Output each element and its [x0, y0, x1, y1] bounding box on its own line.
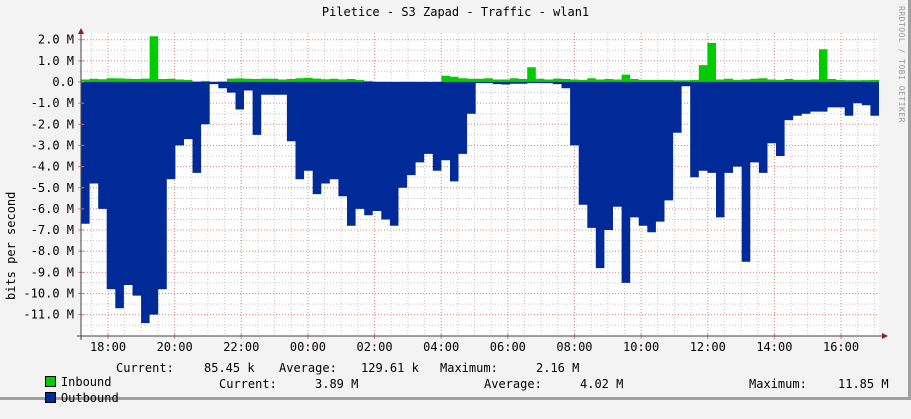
rrdtool-watermark: RRDTOOL / TOBI OETIKER	[897, 6, 906, 123]
y-axis-ticks: 2.0 M 1.0 M 0.0 -1.0 M -2.0 M -3.0 M -4.0 M -5.…	[23, 33, 84, 322]
y-tick-label: -1.0 M	[31, 96, 74, 110]
x-tick-label: 14:00	[756, 340, 792, 354]
y-tick-label: 2.0 M	[38, 33, 74, 47]
outbound-swatch-icon	[44, 392, 56, 403]
y-tick-label: -11.0 M	[23, 308, 74, 322]
legend-inbound-maximum: 2.16 M	[536, 361, 580, 375]
legend-outbound-current-label: Current:	[219, 377, 277, 391]
legend-inbound-current-label: Current:	[116, 361, 174, 375]
x-tick-label: 20:00	[157, 340, 193, 354]
y-tick-label: 0.0	[52, 75, 74, 89]
x-tick-label: 10:00	[623, 340, 659, 354]
outbound-area	[81, 82, 879, 324]
traffic-chart: 2.0 M 1.0 M 0.0 -1.0 M -2.0 M -3.0 M -4.0 M -5.…	[23, 28, 888, 354]
y-tick-label: -9.0 M	[31, 265, 74, 279]
graph-frame	[0, 0, 911, 400]
x-tick-label: 04:00	[423, 340, 459, 354]
x-axis-ticks: 18:00 20:00 22:00 00:00 02:00 04:00 06:00 08:00…	[90, 333, 859, 354]
legend-outbound-label: Outbound	[60, 391, 119, 405]
legend-outbound-maximum-label: Maximum:	[749, 377, 807, 391]
legend-row-outbound: Outbound	[16, 377, 119, 419]
y-tick-label: -8.0 M	[31, 244, 74, 258]
legend-inbound-current: 85.45 k	[204, 361, 255, 375]
x-tick-label: 12:00	[690, 340, 726, 354]
legend-inbound-average: 129.61 k	[361, 361, 419, 375]
legend-outbound-average: 4.02 M	[580, 377, 624, 391]
y-tick-label: -3.0 M	[31, 138, 74, 152]
x-axis-arrow-icon	[882, 333, 888, 339]
inbound-swatch-icon	[44, 376, 56, 387]
y-tick-label: 1.0 M	[38, 54, 74, 68]
y-tick-label: -7.0 M	[31, 223, 74, 237]
y-tick-label: -6.0 M	[31, 202, 74, 216]
x-tick-label: 06:00	[490, 340, 526, 354]
legend-outbound-current: 3.89 M	[315, 377, 359, 391]
y-tick-label: -5.0 M	[31, 181, 74, 195]
y-tick-label: -2.0 M	[31, 117, 74, 131]
legend-outbound-average-label: Average:	[484, 377, 542, 391]
graph-title: Piletice - S3 Zapad - Traffic - wlan1	[321, 5, 590, 19]
x-tick-label: 16:00	[823, 340, 859, 354]
y-tick-label: -10.0 M	[23, 287, 74, 301]
x-tick-label: 00:00	[290, 340, 326, 354]
y-axis-arrow-icon	[78, 28, 84, 34]
minor-gridlines	[81, 33, 879, 336]
y-tick-label: -4.0 M	[31, 160, 74, 174]
x-tick-label: 02:00	[356, 340, 392, 354]
x-tick-label: 08:00	[556, 340, 592, 354]
legend-row-inbound: Inbound	[16, 361, 111, 403]
legend-inbound-label: Inbound	[60, 375, 112, 389]
legend-outbound-maximum: 11.85 M	[838, 377, 889, 391]
legend-inbound-average-label: Average:	[279, 361, 337, 375]
x-tick-label: 22:00	[223, 340, 259, 354]
legend-inbound-maximum-label: Maximum:	[440, 361, 498, 375]
x-tick-label: 18:00	[90, 340, 126, 354]
